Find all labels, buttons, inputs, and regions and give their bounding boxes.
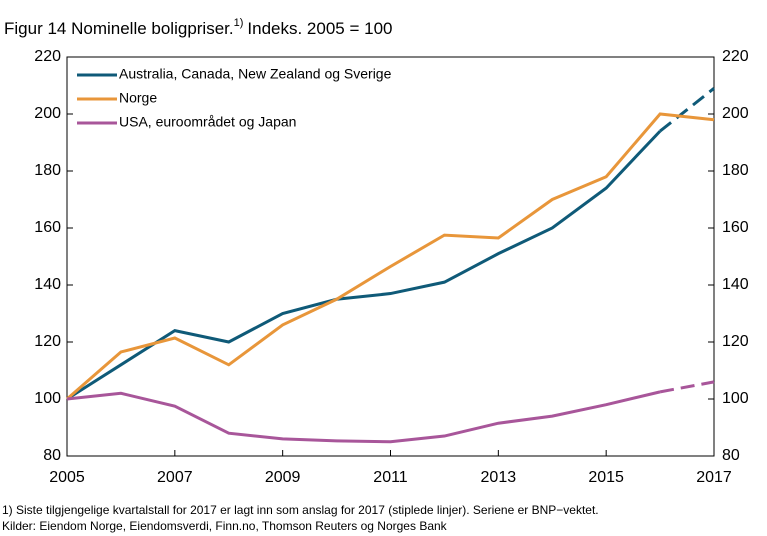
legend-label: Australia, Canada, New Zealand og Sverig… bbox=[119, 66, 392, 82]
y-tick-label: 200 bbox=[34, 105, 61, 122]
x-tick-label: 2007 bbox=[157, 469, 193, 486]
y2-tick-label: 160 bbox=[722, 219, 749, 236]
footnote: 1) Siste tilgjengelige kvartalstall for … bbox=[2, 503, 599, 517]
title-note: 1) bbox=[234, 17, 244, 29]
subtitle: Indeks. 2005 = 100 bbox=[247, 19, 392, 38]
chart-title: Figur 14 Nominelle boligpriser.1) Indeks.… bbox=[4, 17, 392, 39]
y-tick-label: 180 bbox=[34, 162, 61, 179]
y2-tick-label: 100 bbox=[722, 390, 749, 407]
footnote: Kilder: Eiendom Norge, Eiendomsverdi, Fi… bbox=[2, 519, 448, 533]
y2-tick-label: 120 bbox=[722, 333, 749, 350]
x-tick-label: 2013 bbox=[481, 469, 517, 486]
series-line bbox=[66, 130, 662, 401]
x-tick-label: 2005 bbox=[49, 469, 85, 486]
title-text: Figur 14 Nominelle boligpriser. bbox=[4, 19, 234, 38]
y2-tick-label: 80 bbox=[722, 447, 740, 464]
legend-label: USA, euroområdet og Japan bbox=[119, 114, 296, 130]
x-tick-label: 2009 bbox=[265, 469, 301, 486]
series-line-dashed bbox=[659, 380, 715, 394]
y-tick-label: 160 bbox=[34, 219, 61, 236]
y-tick-label: 140 bbox=[34, 276, 61, 293]
series-line bbox=[66, 390, 661, 444]
x-tick-label: 2017 bbox=[696, 469, 732, 486]
x-tick-label: 2011 bbox=[373, 469, 408, 486]
series-line-dashed bbox=[659, 87, 715, 133]
y2-tick-label: 200 bbox=[722, 105, 749, 122]
legend-label: Norge bbox=[119, 90, 157, 106]
y-tick-label: 80 bbox=[43, 447, 61, 464]
y2-tick-label: 220 bbox=[722, 48, 749, 65]
x-tick-label: 2015 bbox=[588, 469, 624, 486]
y-tick-label: 220 bbox=[34, 48, 61, 65]
y-tick-label: 100 bbox=[34, 390, 61, 407]
y-tick-label: 120 bbox=[34, 333, 61, 350]
series-line bbox=[66, 112, 715, 401]
y2-tick-label: 140 bbox=[722, 276, 749, 293]
y2-tick-label: 180 bbox=[722, 162, 749, 179]
